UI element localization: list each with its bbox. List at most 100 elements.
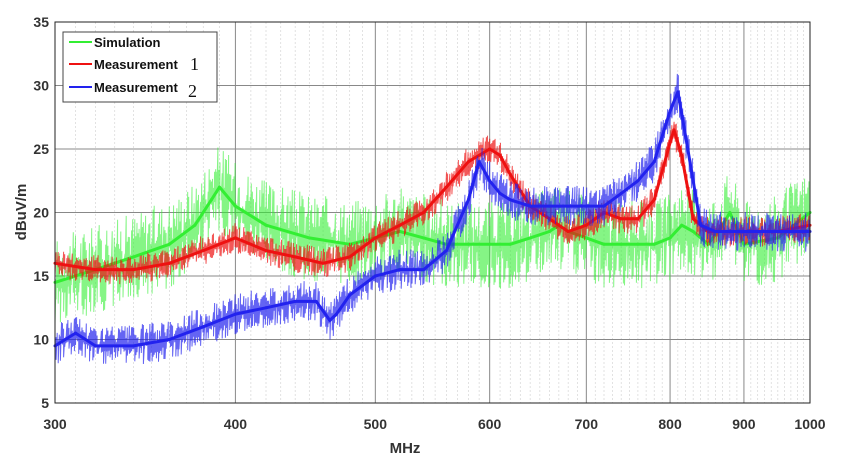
series-2-point [713,230,717,233]
series-1-point [293,255,297,259]
x-tick-label: 800 [658,416,682,432]
series-2-point [684,134,688,138]
series-2-line [54,90,810,348]
series-2-point [314,299,318,303]
plot-frame [54,21,811,404]
series-1-point [132,268,135,272]
series-0-point [636,242,640,246]
series-1-point [498,153,502,157]
series-0-point [488,242,492,246]
series-2-point [652,160,656,164]
series-0-point [528,236,532,240]
series-1-point [488,147,492,151]
series-2-point [676,90,680,94]
series-2-point [74,331,78,335]
series-2-point [328,318,332,322]
series-2-point [422,268,426,272]
series-0-point [584,236,588,240]
x-tick-label: 300 [43,416,67,432]
legend-label-measurement-1: Measurement [94,57,178,72]
y-tick-label: 35 [33,14,49,30]
x-tick-label: 700 [575,416,599,432]
series-2-point [293,299,297,303]
series-1-point [566,230,570,233]
y-tick-label: 10 [33,332,49,348]
x-tick-labels: 300 400 500 600 700 800 900 1000 [43,416,825,432]
series-1-point [233,236,237,240]
series-2-point [398,268,402,272]
y-tick-label: 30 [33,78,49,94]
series-0-point [264,223,268,227]
series-2-point [264,306,268,310]
series-0-point [508,242,512,246]
series-0-point [466,242,470,246]
series-1-point [348,255,352,259]
series-2-point [132,344,135,348]
series-2-point [742,230,746,233]
series-2-point [348,293,352,297]
x-tick-label: 900 [732,416,756,432]
series-2-group [53,73,812,365]
series-0-point [422,236,426,240]
series-2-point [776,230,780,233]
series-1-point [636,217,640,221]
series-2-point [167,338,171,341]
series-1-point [94,268,97,272]
series-2-point [498,191,502,195]
series-1-point [668,141,672,145]
y-tick-label: 5 [41,395,49,411]
series-2-point [602,204,606,208]
series-1-point [422,211,426,214]
series-1-point [619,217,623,221]
series-2-point [335,312,338,316]
series-1-point [201,249,205,253]
series-1-point [264,249,268,253]
x-tick-label: 400 [224,416,248,432]
series-2-point [668,109,672,113]
series-0-point [209,198,213,202]
series-0-point [668,236,672,240]
series-0-point [602,242,606,246]
y-axis-title: dBuV/m [13,184,30,241]
series-1-point [652,198,656,202]
series-0-point [728,211,732,214]
series-1-point [373,236,377,240]
x-axis-title: MHz [390,440,421,457]
series-2-point [636,179,640,183]
series-1-line [54,128,811,272]
series-1-point [584,223,588,227]
series-0-point [193,223,197,227]
series-2-point [566,204,570,208]
series-0-point [233,204,237,208]
series-1-point [321,261,325,265]
series-2-point [619,191,623,195]
series-2-point [584,204,588,208]
series-1-point [466,160,470,164]
series-2-point [444,249,448,253]
series-0-point [307,236,311,240]
legend: Simulation Measurement 1 Measurement 2 [62,31,218,103]
y-tick-label: 15 [33,268,49,284]
x-tick-label: 500 [364,416,388,432]
series-2-point [233,312,237,316]
x-tick-label: 600 [478,416,502,432]
y-tick-labels: 5 10 15 20 25 30 35 [33,14,49,411]
series-2-point [528,204,532,208]
legend-label-simulation: Simulation [94,35,161,50]
y-tick-label: 20 [33,205,49,221]
series-1-group [53,121,812,285]
series-2-point [547,204,551,208]
series-0-point [619,242,623,246]
series-0-point [218,185,221,189]
series-1-point [672,128,676,132]
series-2-point [94,344,97,348]
series-0-point [132,255,135,259]
series-layer [53,73,812,365]
series-2-point [488,179,492,183]
legend-suffix-measurement-2: 2 [188,81,197,101]
series-1-point [167,261,171,265]
series-1-point [508,172,512,176]
legend-box [62,31,218,103]
series-2-point [466,198,470,202]
